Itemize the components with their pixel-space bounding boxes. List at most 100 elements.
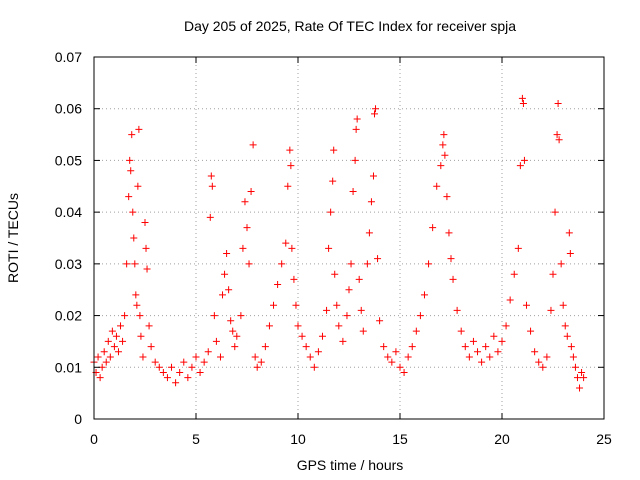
data-points bbox=[90, 94, 588, 392]
data-point bbox=[343, 312, 351, 320]
data-point bbox=[188, 363, 196, 371]
data-point bbox=[330, 146, 338, 154]
data-point bbox=[420, 291, 428, 299]
data-point bbox=[302, 343, 310, 351]
data-point bbox=[437, 162, 445, 170]
data-point bbox=[139, 353, 147, 361]
data-point bbox=[223, 250, 231, 258]
data-point bbox=[233, 332, 241, 340]
x-tick-label: 10 bbox=[290, 431, 306, 447]
data-point bbox=[522, 301, 530, 309]
y-tick-label: 0.05 bbox=[55, 152, 82, 168]
data-point bbox=[327, 208, 335, 216]
data-point bbox=[136, 312, 144, 320]
data-point bbox=[225, 286, 233, 294]
data-point bbox=[551, 208, 559, 216]
data-point bbox=[137, 332, 145, 340]
data-point bbox=[380, 343, 388, 351]
data-point bbox=[207, 172, 215, 180]
data-point bbox=[125, 193, 133, 201]
data-point bbox=[168, 363, 176, 371]
data-point bbox=[253, 363, 261, 371]
data-point bbox=[347, 260, 355, 268]
data-point bbox=[490, 332, 498, 340]
plot-frame bbox=[93, 56, 605, 420]
data-point bbox=[416, 312, 424, 320]
data-point bbox=[388, 358, 396, 366]
data-point bbox=[145, 322, 153, 330]
y-tick-label: 0.06 bbox=[55, 101, 82, 117]
data-point bbox=[286, 146, 294, 154]
data-point bbox=[469, 337, 477, 345]
data-point bbox=[339, 337, 347, 345]
data-point bbox=[345, 286, 353, 294]
y-tick-label: 0 bbox=[74, 411, 82, 427]
data-point bbox=[514, 244, 522, 252]
data-point bbox=[576, 384, 584, 392]
data-point bbox=[518, 94, 526, 102]
data-point bbox=[349, 187, 357, 195]
x-tick-label: 25 bbox=[596, 431, 612, 447]
data-point bbox=[440, 131, 448, 139]
data-point bbox=[126, 156, 134, 164]
data-point bbox=[516, 162, 524, 170]
data-point bbox=[325, 244, 333, 252]
data-point bbox=[117, 322, 125, 330]
data-point bbox=[331, 270, 339, 278]
data-point bbox=[365, 229, 373, 237]
data-point bbox=[369, 172, 377, 180]
data-point bbox=[486, 353, 494, 361]
data-point bbox=[498, 337, 506, 345]
data-point bbox=[445, 229, 453, 237]
data-point bbox=[155, 363, 163, 371]
y-axis-label: ROTI / TECUs bbox=[5, 193, 21, 283]
data-point bbox=[318, 332, 326, 340]
data-point bbox=[231, 343, 239, 351]
data-point bbox=[404, 353, 412, 361]
data-point bbox=[329, 177, 337, 185]
data-point bbox=[520, 156, 528, 164]
data-point bbox=[433, 182, 441, 190]
data-point bbox=[376, 317, 384, 325]
data-point bbox=[298, 332, 306, 340]
data-point bbox=[192, 353, 200, 361]
data-point bbox=[100, 348, 108, 356]
data-point bbox=[257, 358, 265, 366]
data-point bbox=[274, 281, 282, 289]
data-point bbox=[132, 291, 140, 299]
y-tick-label: 0.04 bbox=[55, 204, 82, 220]
data-point bbox=[555, 136, 563, 144]
data-point bbox=[306, 353, 314, 361]
data-point bbox=[196, 368, 204, 376]
data-point bbox=[261, 343, 269, 351]
data-point bbox=[566, 250, 574, 258]
data-point bbox=[176, 368, 184, 376]
data-point bbox=[554, 100, 562, 108]
data-point bbox=[290, 275, 298, 283]
data-point bbox=[384, 353, 392, 361]
data-point bbox=[133, 301, 141, 309]
data-point bbox=[143, 265, 151, 273]
data-point bbox=[443, 193, 451, 201]
data-point bbox=[567, 343, 575, 351]
data-point bbox=[243, 224, 251, 232]
data-point bbox=[227, 317, 235, 325]
data-point bbox=[333, 301, 341, 309]
data-point bbox=[400, 368, 408, 376]
data-point bbox=[578, 368, 586, 376]
data-point bbox=[561, 322, 569, 330]
data-point bbox=[129, 208, 137, 216]
data-point bbox=[141, 218, 149, 226]
data-point bbox=[208, 182, 216, 190]
chart-title: Day 205 of 2025, Rate Of TEC Index for r… bbox=[184, 18, 516, 34]
data-point bbox=[355, 275, 363, 283]
data-point bbox=[229, 327, 237, 335]
data-point bbox=[359, 327, 367, 335]
data-point bbox=[184, 374, 192, 382]
x-tick-labels: 0 5 10 15 20 25 bbox=[90, 431, 612, 447]
data-point bbox=[392, 348, 400, 356]
data-point bbox=[482, 343, 490, 351]
x-tick-label: 0 bbox=[90, 431, 98, 447]
data-point bbox=[247, 187, 255, 195]
data-point bbox=[474, 348, 482, 356]
